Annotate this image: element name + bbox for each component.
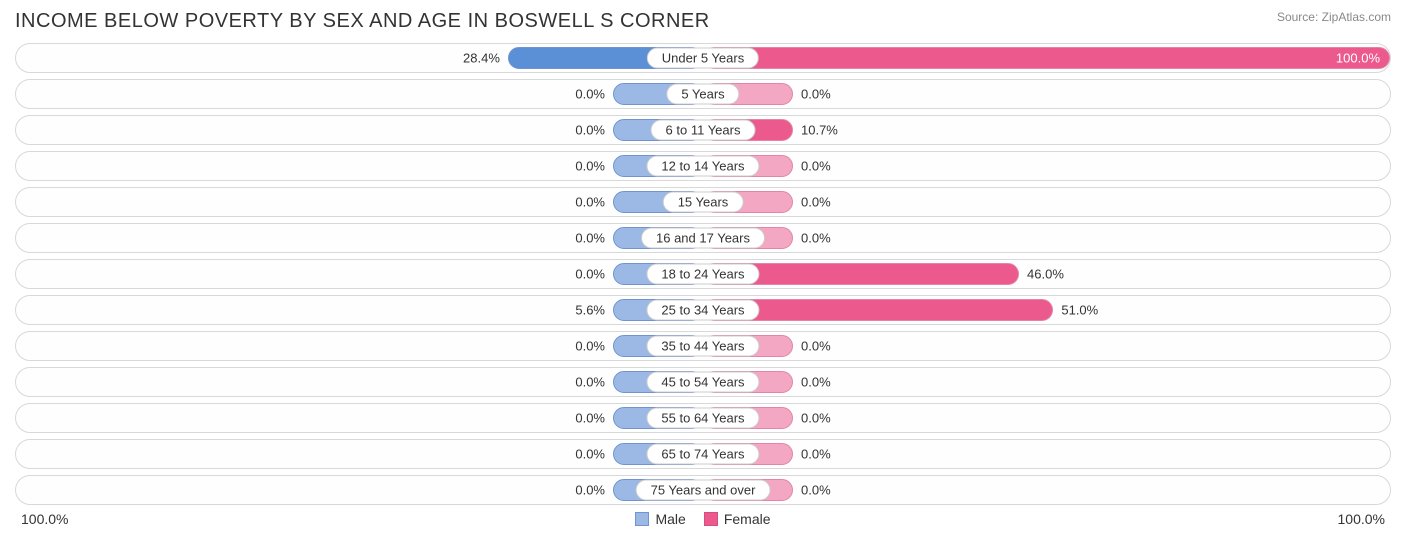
legend-label: Male <box>655 511 685 527</box>
age-group-label: 15 Years <box>663 192 744 213</box>
chart-row: 0.0% 0.0% 12 to 14 Years <box>15 151 1391 181</box>
female-value-label: 0.0% <box>801 159 831 174</box>
female-value-label: 0.0% <box>801 195 831 210</box>
male-value-label: 0.0% <box>575 159 605 174</box>
chart-row: 0.0% 0.0% 5 Years <box>15 79 1391 109</box>
age-group-label: 18 to 24 Years <box>646 264 759 285</box>
chart-row: 0.0% 0.0% 35 to 44 Years <box>15 331 1391 361</box>
female-bar <box>703 47 1390 69</box>
legend-item: Female <box>704 511 771 527</box>
female-value-label: 0.0% <box>801 375 831 390</box>
axis-left-label: 100.0% <box>21 511 68 527</box>
age-group-label: 12 to 14 Years <box>646 156 759 177</box>
age-group-label: 25 to 34 Years <box>646 300 759 321</box>
male-value-label: 0.0% <box>575 267 605 282</box>
chart-source: Source: ZipAtlas.com <box>1277 10 1391 24</box>
age-group-label: 65 to 74 Years <box>646 444 759 465</box>
male-value-label: 0.0% <box>575 447 605 462</box>
chart-title: INCOME BELOW POVERTY BY SEX AND AGE IN B… <box>15 10 710 33</box>
chart-header: INCOME BELOW POVERTY BY SEX AND AGE IN B… <box>15 10 1391 33</box>
age-group-label: 75 Years and over <box>636 480 771 501</box>
chart-row: 0.0% 0.0% 65 to 74 Years <box>15 439 1391 469</box>
female-value-label: 0.0% <box>801 231 831 246</box>
age-group-label: 45 to 54 Years <box>646 372 759 393</box>
male-value-label: 0.0% <box>575 123 605 138</box>
chart-row: 28.4% 100.0% Under 5 Years <box>15 43 1391 73</box>
legend-label: Female <box>724 511 771 527</box>
age-group-label: 6 to 11 Years <box>651 120 756 141</box>
female-value-label: 0.0% <box>801 339 831 354</box>
female-value-label: 0.0% <box>801 87 831 102</box>
male-value-label: 0.0% <box>575 411 605 426</box>
male-value-label: 28.4% <box>463 51 500 66</box>
chart-row: 0.0% 0.0% 75 Years and over <box>15 475 1391 505</box>
male-value-label: 0.0% <box>575 231 605 246</box>
chart-footer: 100.0% Male Female 100.0% <box>15 511 1391 527</box>
chart-row: 0.0% 0.0% 45 to 54 Years <box>15 367 1391 397</box>
male-value-label: 0.0% <box>575 375 605 390</box>
axis-right-label: 100.0% <box>1338 511 1385 527</box>
female-value-label: 46.0% <box>1027 267 1064 282</box>
age-group-label: 55 to 64 Years <box>646 408 759 429</box>
female-value-label: 10.7% <box>801 123 838 138</box>
male-value-label: 5.6% <box>575 303 605 318</box>
chart-row: 0.0% 0.0% 55 to 64 Years <box>15 403 1391 433</box>
male-value-label: 0.0% <box>575 339 605 354</box>
chart-row: 0.0% 46.0% 18 to 24 Years <box>15 259 1391 289</box>
legend: Male Female <box>635 511 770 527</box>
age-group-label: 35 to 44 Years <box>646 336 759 357</box>
chart-row: 5.6% 51.0% 25 to 34 Years <box>15 295 1391 325</box>
female-value-label: 100.0% <box>1336 51 1380 66</box>
male-value-label: 0.0% <box>575 87 605 102</box>
legend-swatch <box>704 512 718 526</box>
male-value-label: 0.0% <box>575 195 605 210</box>
age-group-label: Under 5 Years <box>647 48 759 69</box>
age-group-label: 16 and 17 Years <box>641 228 765 249</box>
female-value-label: 0.0% <box>801 447 831 462</box>
female-value-label: 51.0% <box>1061 303 1098 318</box>
legend-swatch <box>635 512 649 526</box>
male-value-label: 0.0% <box>575 483 605 498</box>
chart-row: 0.0% 0.0% 15 Years <box>15 187 1391 217</box>
chart-row: 0.0% 10.7% 6 to 11 Years <box>15 115 1391 145</box>
legend-item: Male <box>635 511 685 527</box>
chart-body: 28.4%100.0%Under 5 Years0.0%0.0%5 Years0… <box>15 43 1391 505</box>
female-value-label: 0.0% <box>801 411 831 426</box>
female-value-label: 0.0% <box>801 483 831 498</box>
chart-row: 0.0% 0.0% 16 and 17 Years <box>15 223 1391 253</box>
age-group-label: 5 Years <box>666 84 739 105</box>
